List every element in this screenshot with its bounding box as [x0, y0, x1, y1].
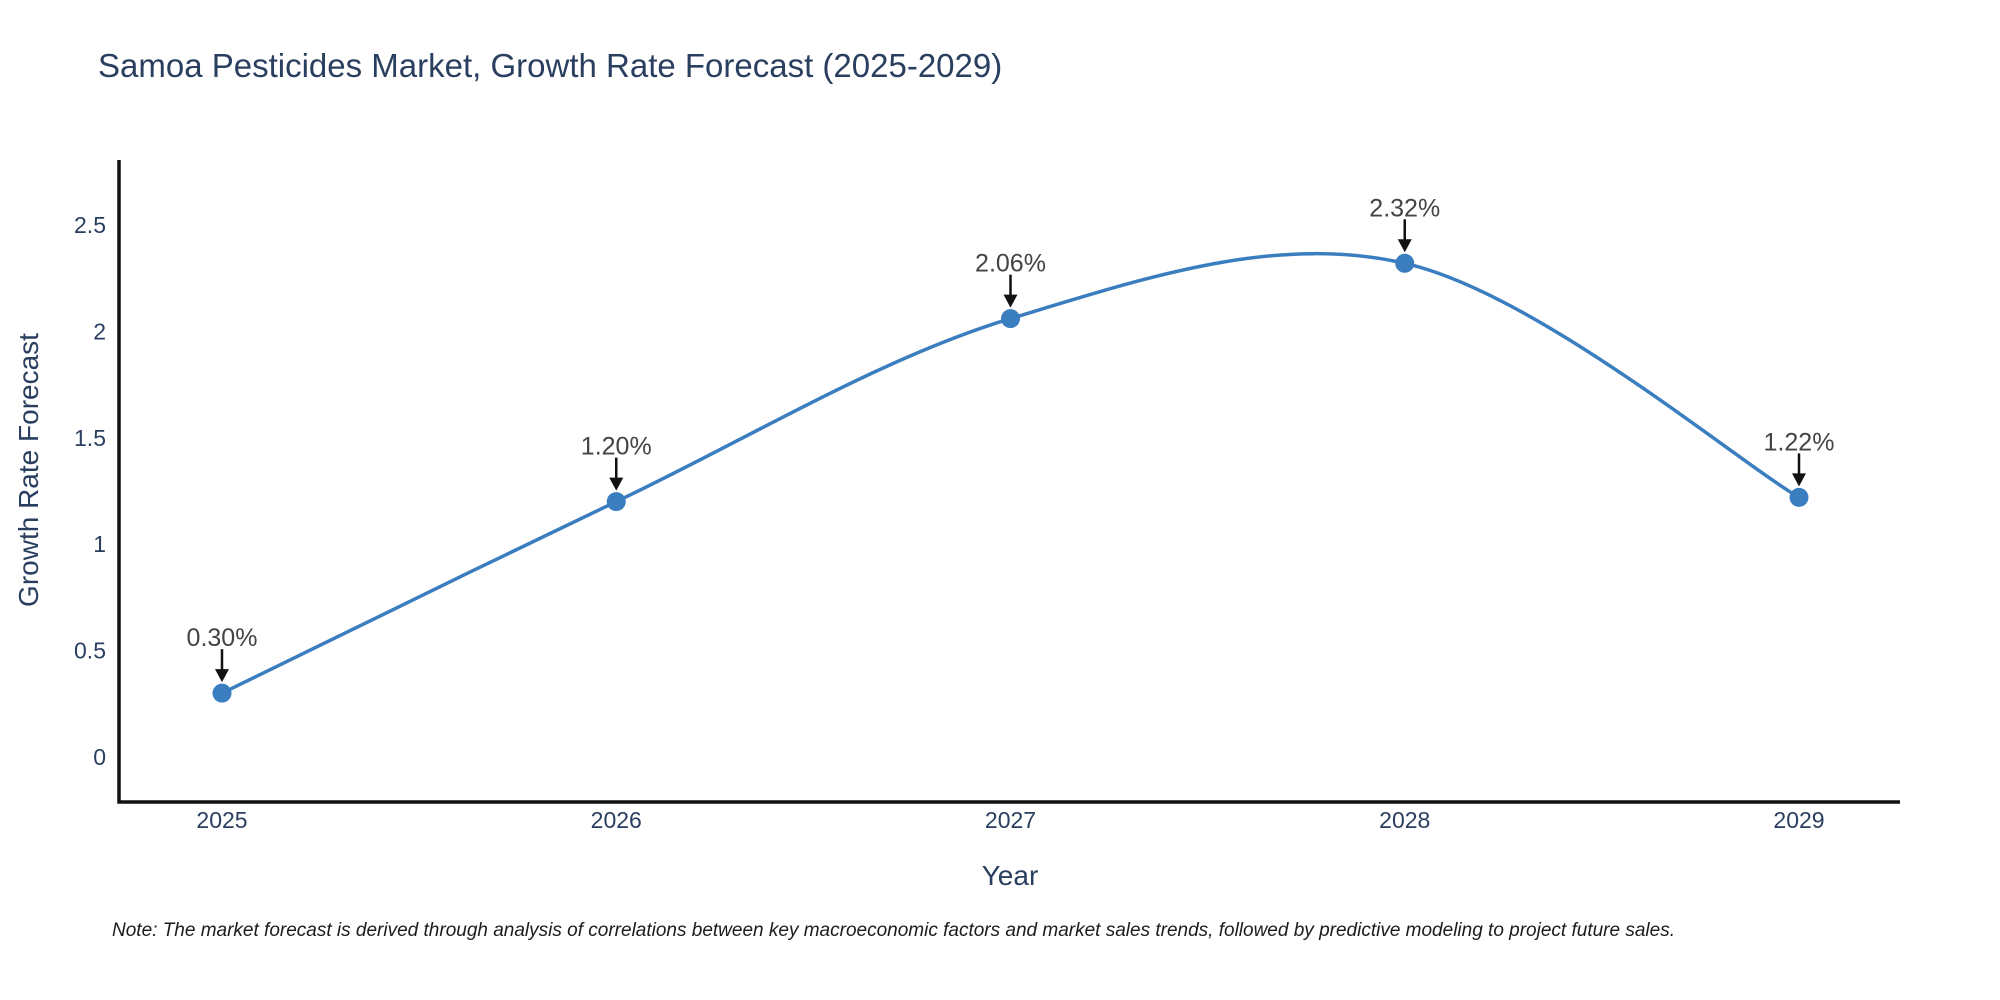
point-annotations: 0.30% 1.20% 2.06% 2.32% 1.22%: [187, 194, 1835, 683]
annotation-arrow-head: [1792, 473, 1806, 487]
data-point-label: 2.06%: [975, 250, 1046, 278]
y-tick-label: 0.5: [74, 638, 106, 664]
y-tick-label: 1: [93, 531, 106, 557]
y-axis-title: Growth Rate Forecast: [13, 333, 44, 607]
data-point-markers: [212, 253, 1809, 703]
y-tick-label: 2.5: [74, 212, 106, 238]
data-point-marker: [1001, 309, 1020, 329]
x-tick-label: 2028: [1379, 807, 1430, 833]
footnote: Note: The market forecast is derived thr…: [112, 920, 1675, 941]
y-tick-label: 1.5: [74, 425, 106, 451]
data-point-marker: [1789, 487, 1809, 507]
x-axis-title: Year: [982, 860, 1039, 891]
x-axis-tick-labels: 2025 2026 2027 2028 2029: [196, 807, 1824, 833]
data-point-label: 2.32%: [1369, 194, 1440, 222]
y-tick-label: 2: [93, 318, 106, 344]
axis-lines: [117, 160, 1900, 804]
annotation-arrow-head: [215, 669, 229, 683]
y-tick-label: 0: [93, 744, 106, 770]
data-point-label: 1.20%: [581, 433, 652, 461]
data-point-label: 0.30%: [187, 624, 258, 652]
chart-title: Samoa Pesticides Market, Growth Rate For…: [98, 47, 1002, 84]
data-point-marker: [606, 492, 626, 512]
data-point-marker: [212, 683, 232, 703]
data-point-marker: [1395, 253, 1415, 273]
annotation-arrow-head: [1397, 239, 1412, 253]
x-tick-label: 2026: [591, 807, 642, 833]
x-tick-label: 2029: [1773, 807, 1824, 833]
y-axis-tick-labels: 0 0.5 1 1.5 2 2.5: [74, 212, 106, 770]
x-tick-label: 2027: [985, 807, 1036, 833]
data-point-label: 1.22%: [1764, 428, 1835, 456]
x-tick-label: 2025: [196, 807, 247, 833]
annotation-arrow-head: [1003, 294, 1018, 308]
annotation-arrow-head: [609, 477, 624, 491]
